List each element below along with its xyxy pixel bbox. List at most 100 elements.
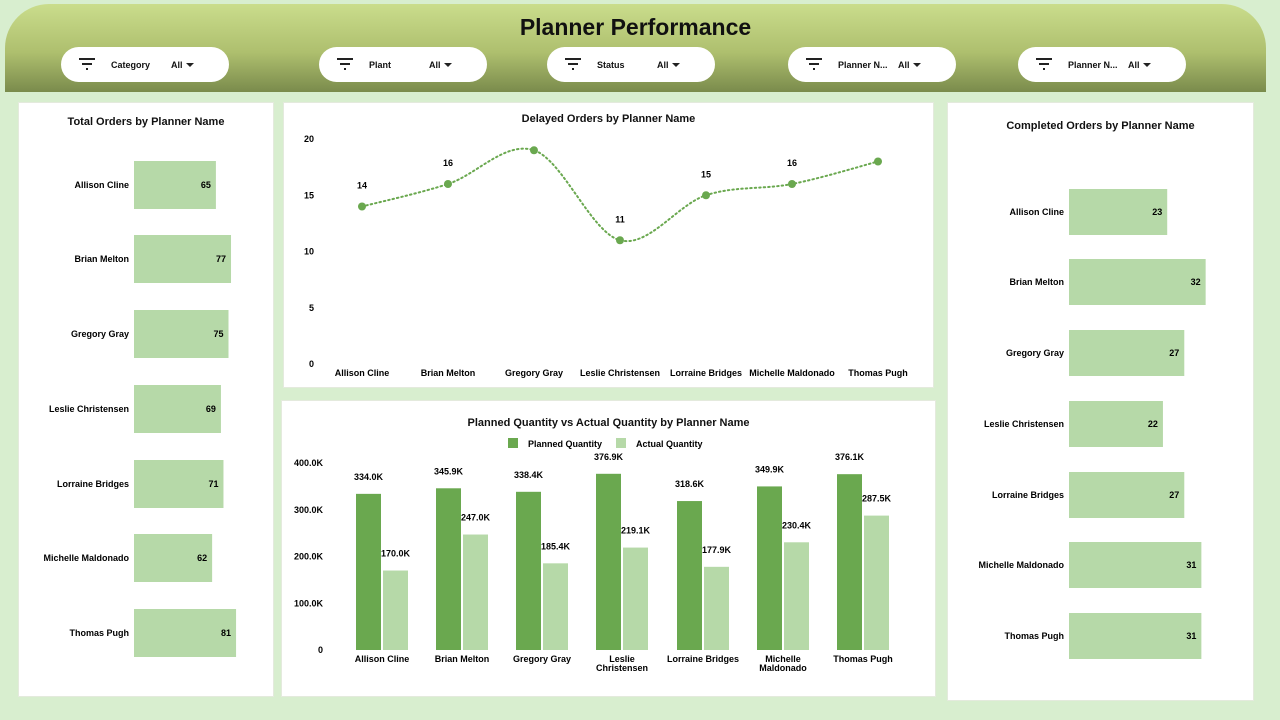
bar [784,542,809,650]
y-tick-label: 10 [304,247,314,257]
bar [134,385,221,433]
filter-icon [806,58,822,70]
data-label: 345.9K [434,466,464,476]
data-label: 349.9K [755,464,785,474]
filter-label: Status [597,59,625,70]
filter-label: Category [111,59,151,70]
chevron-down-icon[interactable] [672,63,680,67]
legend-label: Actual Quantity [636,439,703,449]
data-label: 31 [1186,560,1196,570]
category-label: Lorraine Bridges [667,654,739,664]
chart-title: Delayed Orders by Planner Name [521,113,696,125]
filter-slicer-2[interactable]: Status All [547,47,715,82]
filter-label: Plant [369,59,392,70]
data-label: 65 [201,180,211,190]
quantity-panel: Planned Quantity vs Actual Quantity by P… [281,400,936,697]
filter-icon [1036,58,1052,70]
filter-icon [337,58,353,70]
data-point [874,157,882,166]
category-label: Michelle Maldonado [978,560,1064,570]
legend-label: Planned Quantity [528,439,602,449]
filter-value[interactable]: All [171,59,183,70]
data-point [702,191,710,200]
filter-slicer-0[interactable]: Category All [61,47,229,82]
data-label: 230.4K [782,520,812,530]
data-label: 27 [1169,348,1179,358]
bar [596,473,621,650]
y-tick-label: 300.0K [294,505,324,515]
bar [356,493,381,650]
chevron-down-icon[interactable] [1143,63,1151,67]
category-label: Allison Cline [74,180,129,190]
data-label: 15 [701,169,711,179]
data-point [616,236,624,245]
quantity-chart: 0 100.0K 200.0K 300.0K 400.0K Planned Quantit… [294,438,893,673]
bar [757,486,782,650]
bar [134,534,213,582]
y-tick-label: 0 [309,359,314,369]
category-label: Gregory Gray [505,368,563,378]
y-tick-label: 5 [309,303,314,313]
bar [134,460,224,508]
bar [134,609,237,657]
data-label: 22 [1148,419,1158,429]
page-title: Planner Performance [519,14,752,40]
category-label: Thomas Pugh [833,654,893,664]
category-label: Allison Cline [355,654,410,664]
data-label: 23 [1152,207,1162,217]
data-label: 16 [443,158,453,168]
bar [436,488,461,650]
data-label: 16 [787,158,797,168]
data-label: 334.0K [354,472,384,482]
chevron-down-icon[interactable] [186,63,194,67]
data-label: 31 [1186,631,1196,641]
data-label: 185.4K [541,541,571,551]
category-label: Leslie [609,654,635,664]
data-label: 219.1K [621,526,651,536]
category-label: Brian Melton [421,368,476,378]
data-label: 338.4K [514,470,544,480]
filter-slicer-3[interactable]: Planner N... All [788,47,956,82]
filter-value[interactable]: All [898,59,910,70]
category-label: Thomas Pugh [69,628,129,638]
filter-value[interactable]: All [1128,59,1140,70]
data-point [788,180,796,188]
filter-label: Planner N... [838,59,888,70]
filter-value[interactable]: All [429,59,441,70]
bar [543,563,568,650]
chevron-down-icon[interactable] [913,63,921,67]
total-orders-panel: Total Orders by Planner Name Allison Cli… [18,102,274,697]
bar [1069,259,1206,305]
y-tick-label: 15 [304,190,314,200]
category-label: Allison Cline [335,368,390,378]
bar [383,570,408,650]
category-label-line2: Maldonado [759,663,807,673]
bar [1069,401,1163,447]
delayed-orders-chart: 0 5 10 15 20 14 Allison Cline 16 Brian Melton Gre… [304,134,908,378]
bar [864,515,889,650]
chart-title: Completed Orders by Planner Name [1006,120,1195,132]
filter-label: Planner N... [1068,59,1118,70]
filter-icon [565,58,581,70]
chart-title: Planned Quantity vs Actual Quantity by P… [467,417,750,429]
total-orders-chart: Allison Cline 65 Brian Melton 77 Gregory Gra… [43,161,237,657]
filter-slicer-4[interactable]: Planner N... All [1018,47,1186,82]
bar [1069,189,1168,235]
category-label: Michelle [765,654,801,664]
completed-orders-chart: Allison Cline 23 Brian Melton 32 Gregory Gra… [978,189,1206,659]
filter-slicer-1[interactable]: Plant All [319,47,487,82]
data-label: 71 [208,479,218,489]
category-label: Leslie Christensen [984,419,1064,429]
bar [1069,613,1202,659]
completed-orders-panel: Completed Orders by Planner Name Allison… [947,102,1254,701]
data-label: 14 [357,181,367,191]
filter-value[interactable]: All [657,59,669,70]
bar [837,474,862,650]
chevron-down-icon[interactable] [444,63,452,67]
legend-swatch [508,438,518,448]
category-label-line2: Christensen [596,663,648,673]
category-label: Thomas Pugh [1004,631,1064,641]
data-label: 247.0K [461,513,491,523]
data-label: 170.0K [381,549,411,559]
category-label: Gregory Gray [513,654,571,664]
